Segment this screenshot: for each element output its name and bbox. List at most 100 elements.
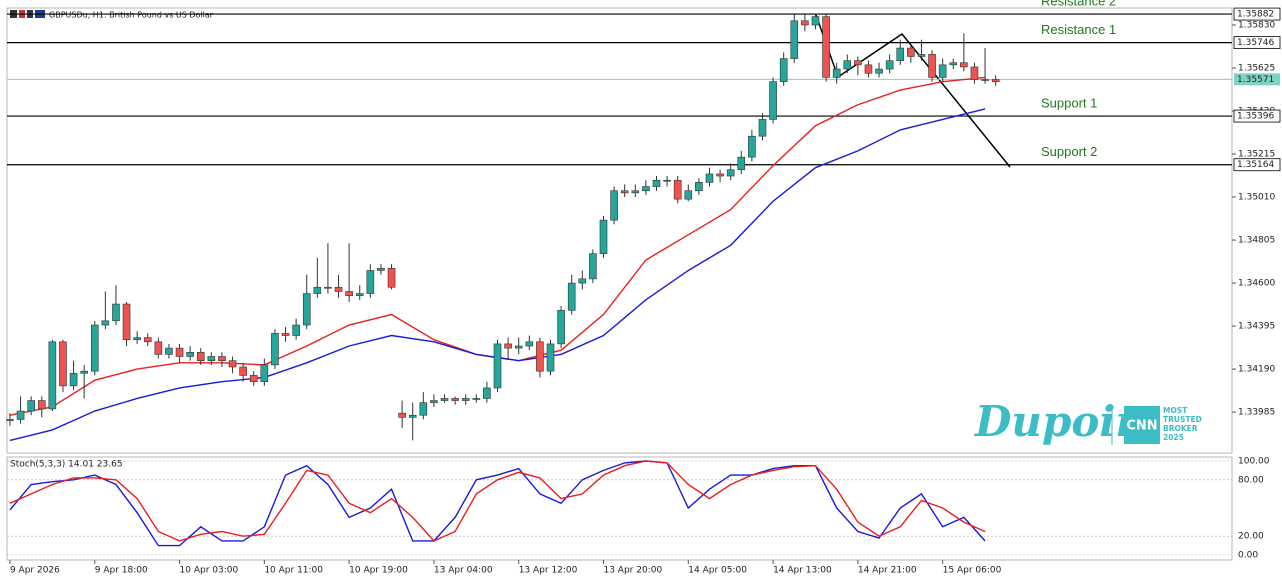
pattern-drawing [815,14,1011,168]
candle-body [366,270,375,294]
x-tick-label: 9 Apr 18:00 [95,566,148,576]
y-tick-label: 1.35830 [1238,20,1275,30]
candle-body [610,190,618,221]
x-tick-label: 10 Apr 11:00 [264,566,323,576]
candle-body [154,341,163,355]
candle-body [801,20,809,26]
candle-body [684,190,693,200]
candle-body [249,375,258,382]
candle-body [419,402,428,416]
candle-body [949,62,958,66]
level-price-box [1233,158,1281,172]
candle-body [843,60,852,70]
candle-body [567,282,576,311]
candle-body [536,341,544,372]
logo-tagline: BROKER [1163,424,1198,433]
candle-body [705,173,714,183]
logo-tagline: TRUSTED [1163,415,1202,424]
candle-body [313,286,322,294]
y-tick-label: 1.35215 [1238,150,1275,160]
level-price-box [1233,36,1281,50]
stoch-line [9,460,986,542]
candle-body [578,278,587,284]
x-tick-label: 15 Apr 06:00 [943,566,1002,576]
level-price-label: 1.35746 [1237,38,1274,48]
candle-body [345,291,353,296]
candle-body [546,343,555,372]
stoch-tick-label: 0.00 [1238,551,1258,561]
candle-body [260,364,269,382]
candle-body [875,68,883,74]
x-tick-label: 10 Apr 19:00 [349,566,408,576]
candle-body [239,366,247,376]
candle-body [631,190,640,194]
candle-body [726,169,735,177]
level-price-box [1233,7,1281,21]
candle-body [69,372,78,387]
candle-body [938,64,947,78]
candle-body [779,58,788,82]
candle-body [907,47,915,57]
candle-body [461,398,470,401]
candle-body [896,47,905,61]
candle-body [122,303,131,341]
level-price-box [1233,109,1281,123]
y-tick-label: 1.33985 [1238,408,1275,418]
candle-body [302,293,311,326]
level-name: Support 2 [1041,144,1097,159]
y-tick-label: 1.35625 [1238,64,1275,74]
candle-body [864,64,873,74]
y-tick-label: 1.34600 [1238,279,1275,289]
level-price-label: 1.35882 [1237,10,1274,20]
y-tick-label: 1.34395 [1238,322,1275,332]
candle-body [133,337,141,341]
stoch-tick-label: 100.00 [1238,457,1270,467]
candle-body [832,68,841,78]
stoch-tick-label: 20.00 [1238,532,1264,542]
candle-body [165,347,173,355]
candle-body [716,173,724,177]
candle-body [37,400,46,410]
y-tick-label: 1.34805 [1238,236,1275,246]
chart-title: GBPUSDu, H1: British Pound vs US Dollar [49,11,214,20]
candle-body [355,293,364,296]
candle-body [991,79,1000,82]
level-name: Resistance 2 [1041,0,1116,9]
x-tick-label: 14 Apr 13:00 [773,566,832,576]
stoch-tick-label: 80.00 [1238,475,1264,485]
candle-body [292,324,300,336]
x-tick-label: 13 Apr 12:00 [519,566,578,576]
candle-body [483,387,491,399]
candle-body [281,333,290,336]
candle-body [27,400,35,412]
candle-body [186,351,194,357]
stoch-title: Stoch(5,3,3) 14.01 23.65 [10,460,123,470]
candle-body [143,337,152,343]
logo-tagline: MOST [1163,406,1188,415]
candle-body [440,398,449,401]
candle-body [430,400,438,403]
candle-body [334,286,343,292]
candle-body [917,54,926,57]
candle-body [101,320,110,326]
candle-body [90,324,99,372]
current-price-box [1234,73,1280,86]
x-tick-label: 13 Apr 04:00 [434,566,493,576]
candle-body [748,135,756,158]
candle-body [854,60,862,66]
candle-body [514,345,523,349]
candle-body [811,16,820,26]
candle-body [769,81,777,120]
candle-body [885,60,894,70]
candle-body [80,370,88,374]
candle-body [271,333,279,366]
main-panel [6,7,1233,454]
candle-body [387,268,396,288]
candle-body [960,62,968,68]
badge-box [1124,406,1160,444]
logo-name: Dupoin [974,397,1146,446]
candle-body [48,341,57,410]
candle-body [408,414,417,418]
